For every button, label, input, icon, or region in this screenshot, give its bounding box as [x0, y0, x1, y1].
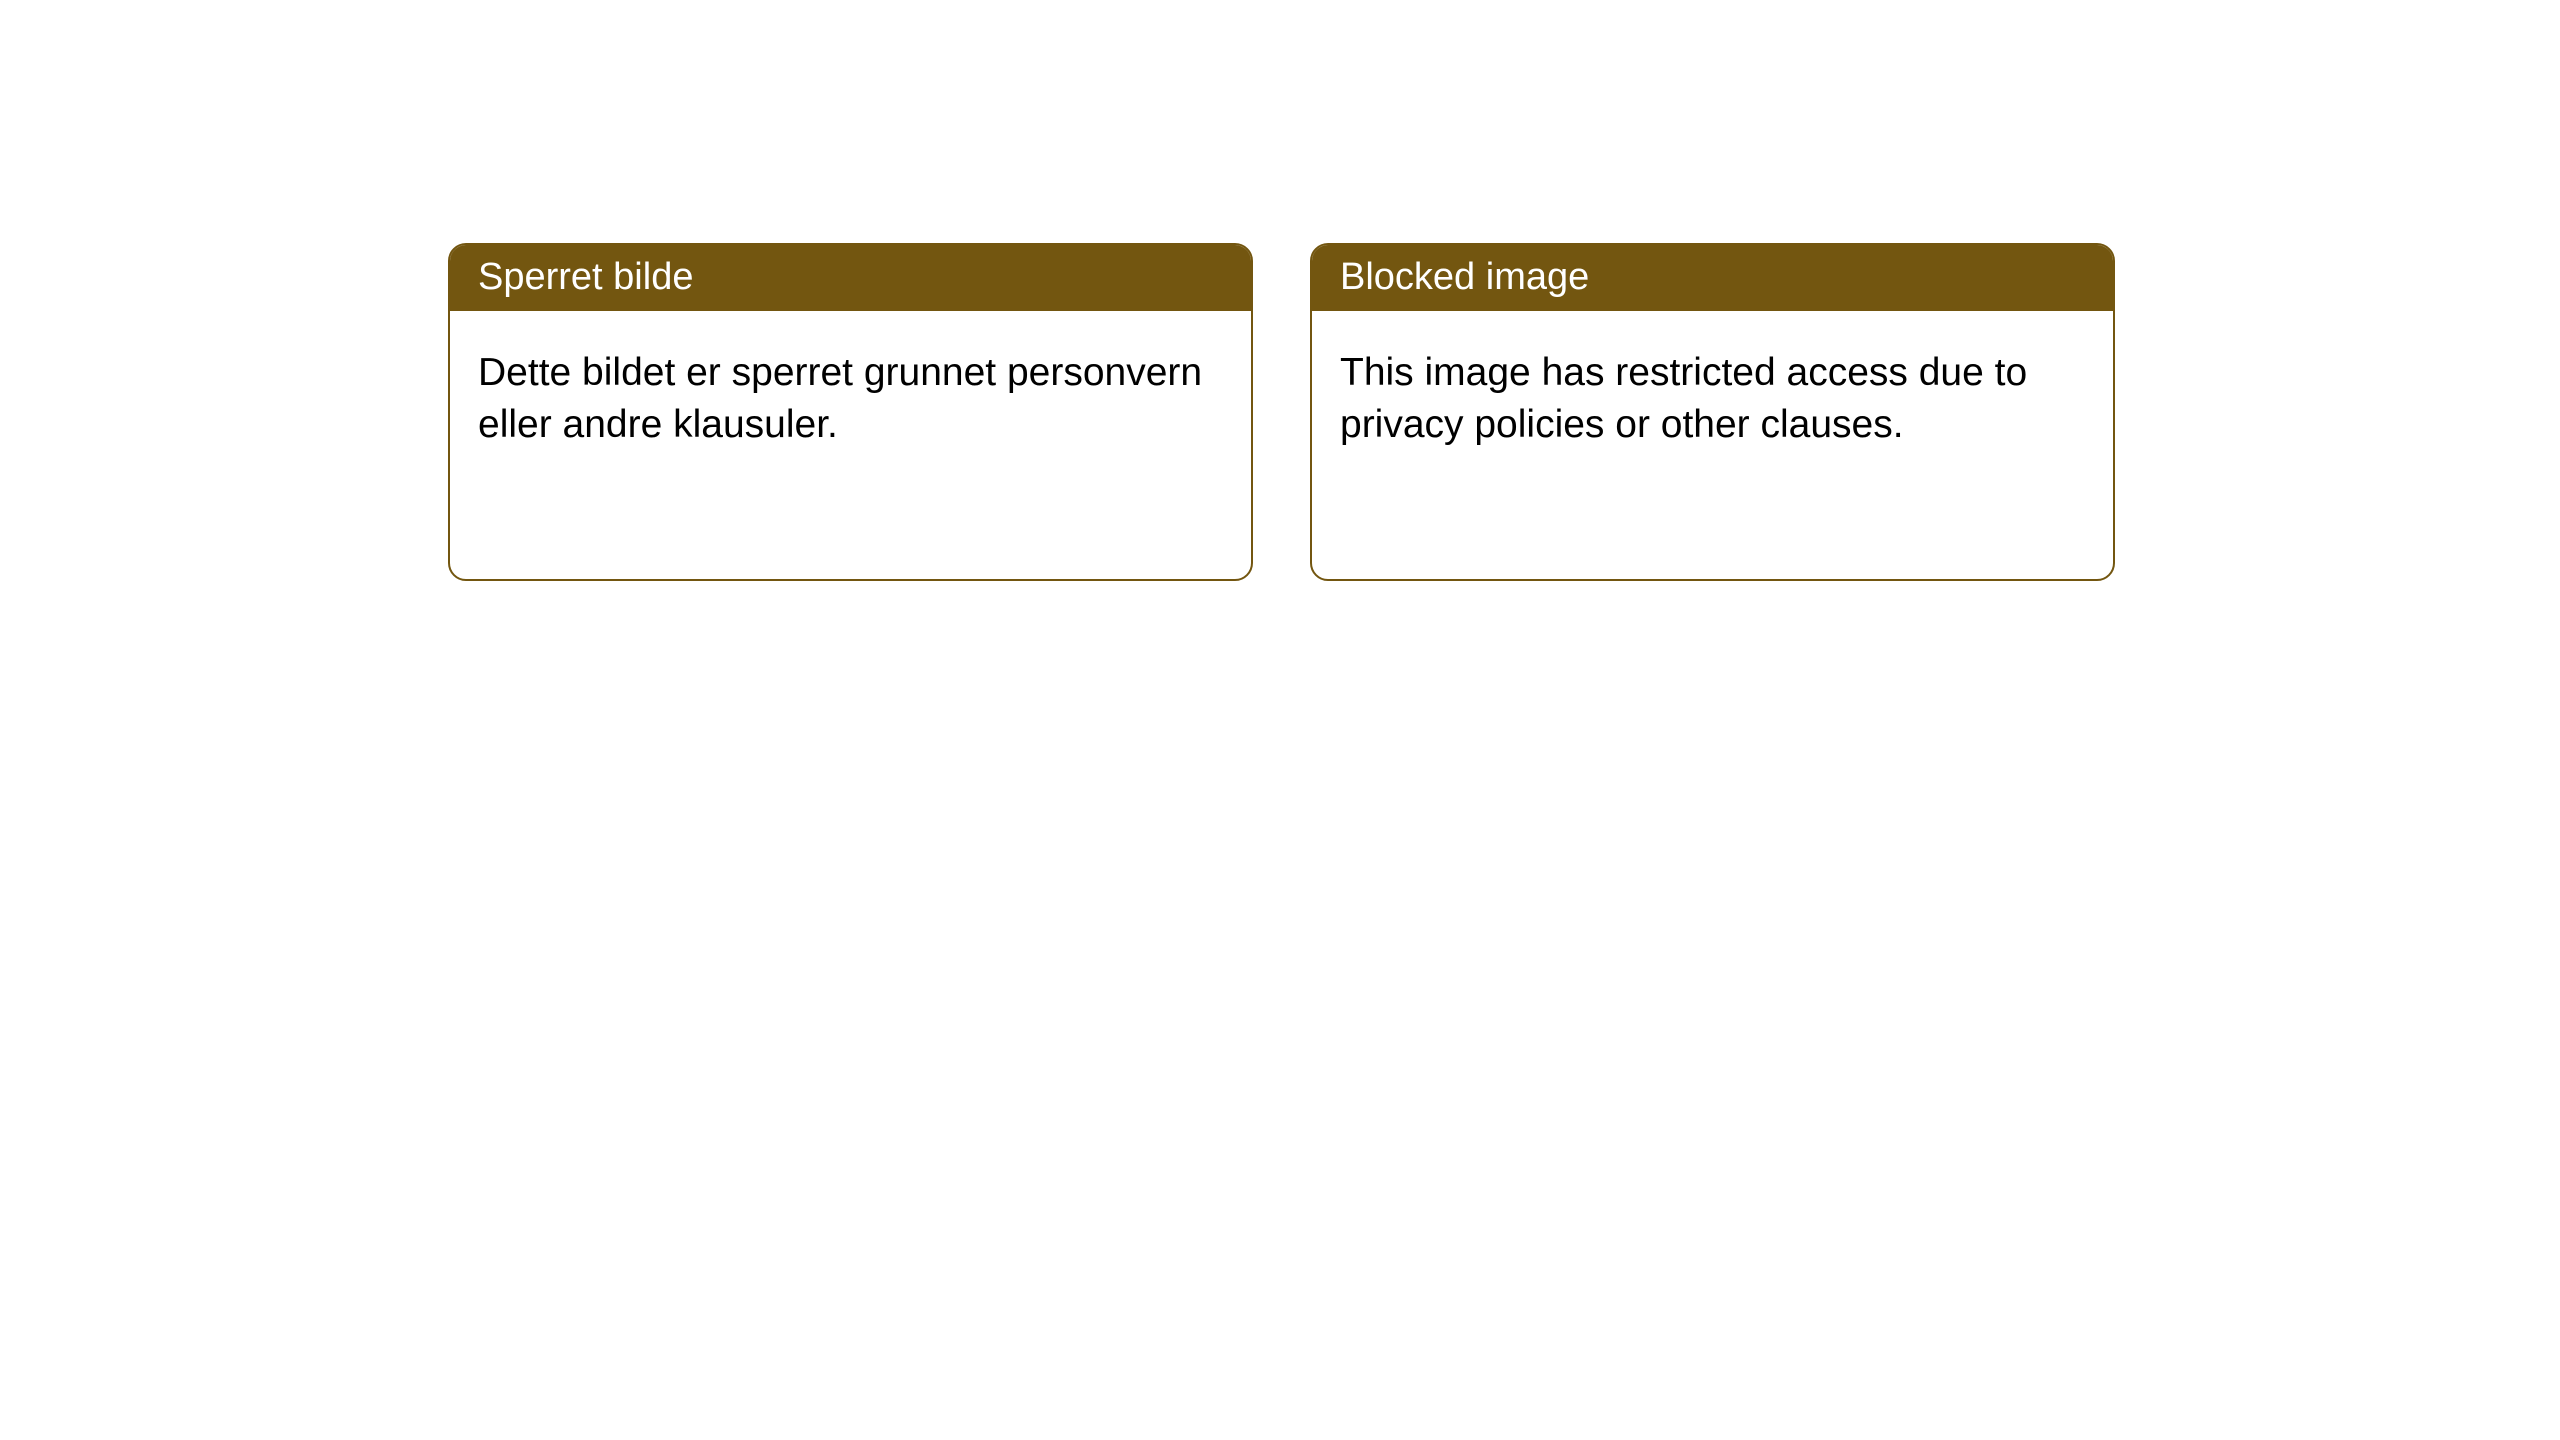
notice-box-no: Sperret bilde Dette bildet er sperret gr… [448, 243, 1253, 581]
notice-header-no: Sperret bilde [450, 245, 1251, 311]
notice-body-en: This image has restricted access due to … [1312, 311, 2113, 488]
notice-box-en: Blocked image This image has restricted … [1310, 243, 2115, 581]
notice-container: Sperret bilde Dette bildet er sperret gr… [448, 243, 2115, 581]
notice-header-en: Blocked image [1312, 245, 2113, 311]
notice-body-no: Dette bildet er sperret grunnet personve… [450, 311, 1251, 488]
